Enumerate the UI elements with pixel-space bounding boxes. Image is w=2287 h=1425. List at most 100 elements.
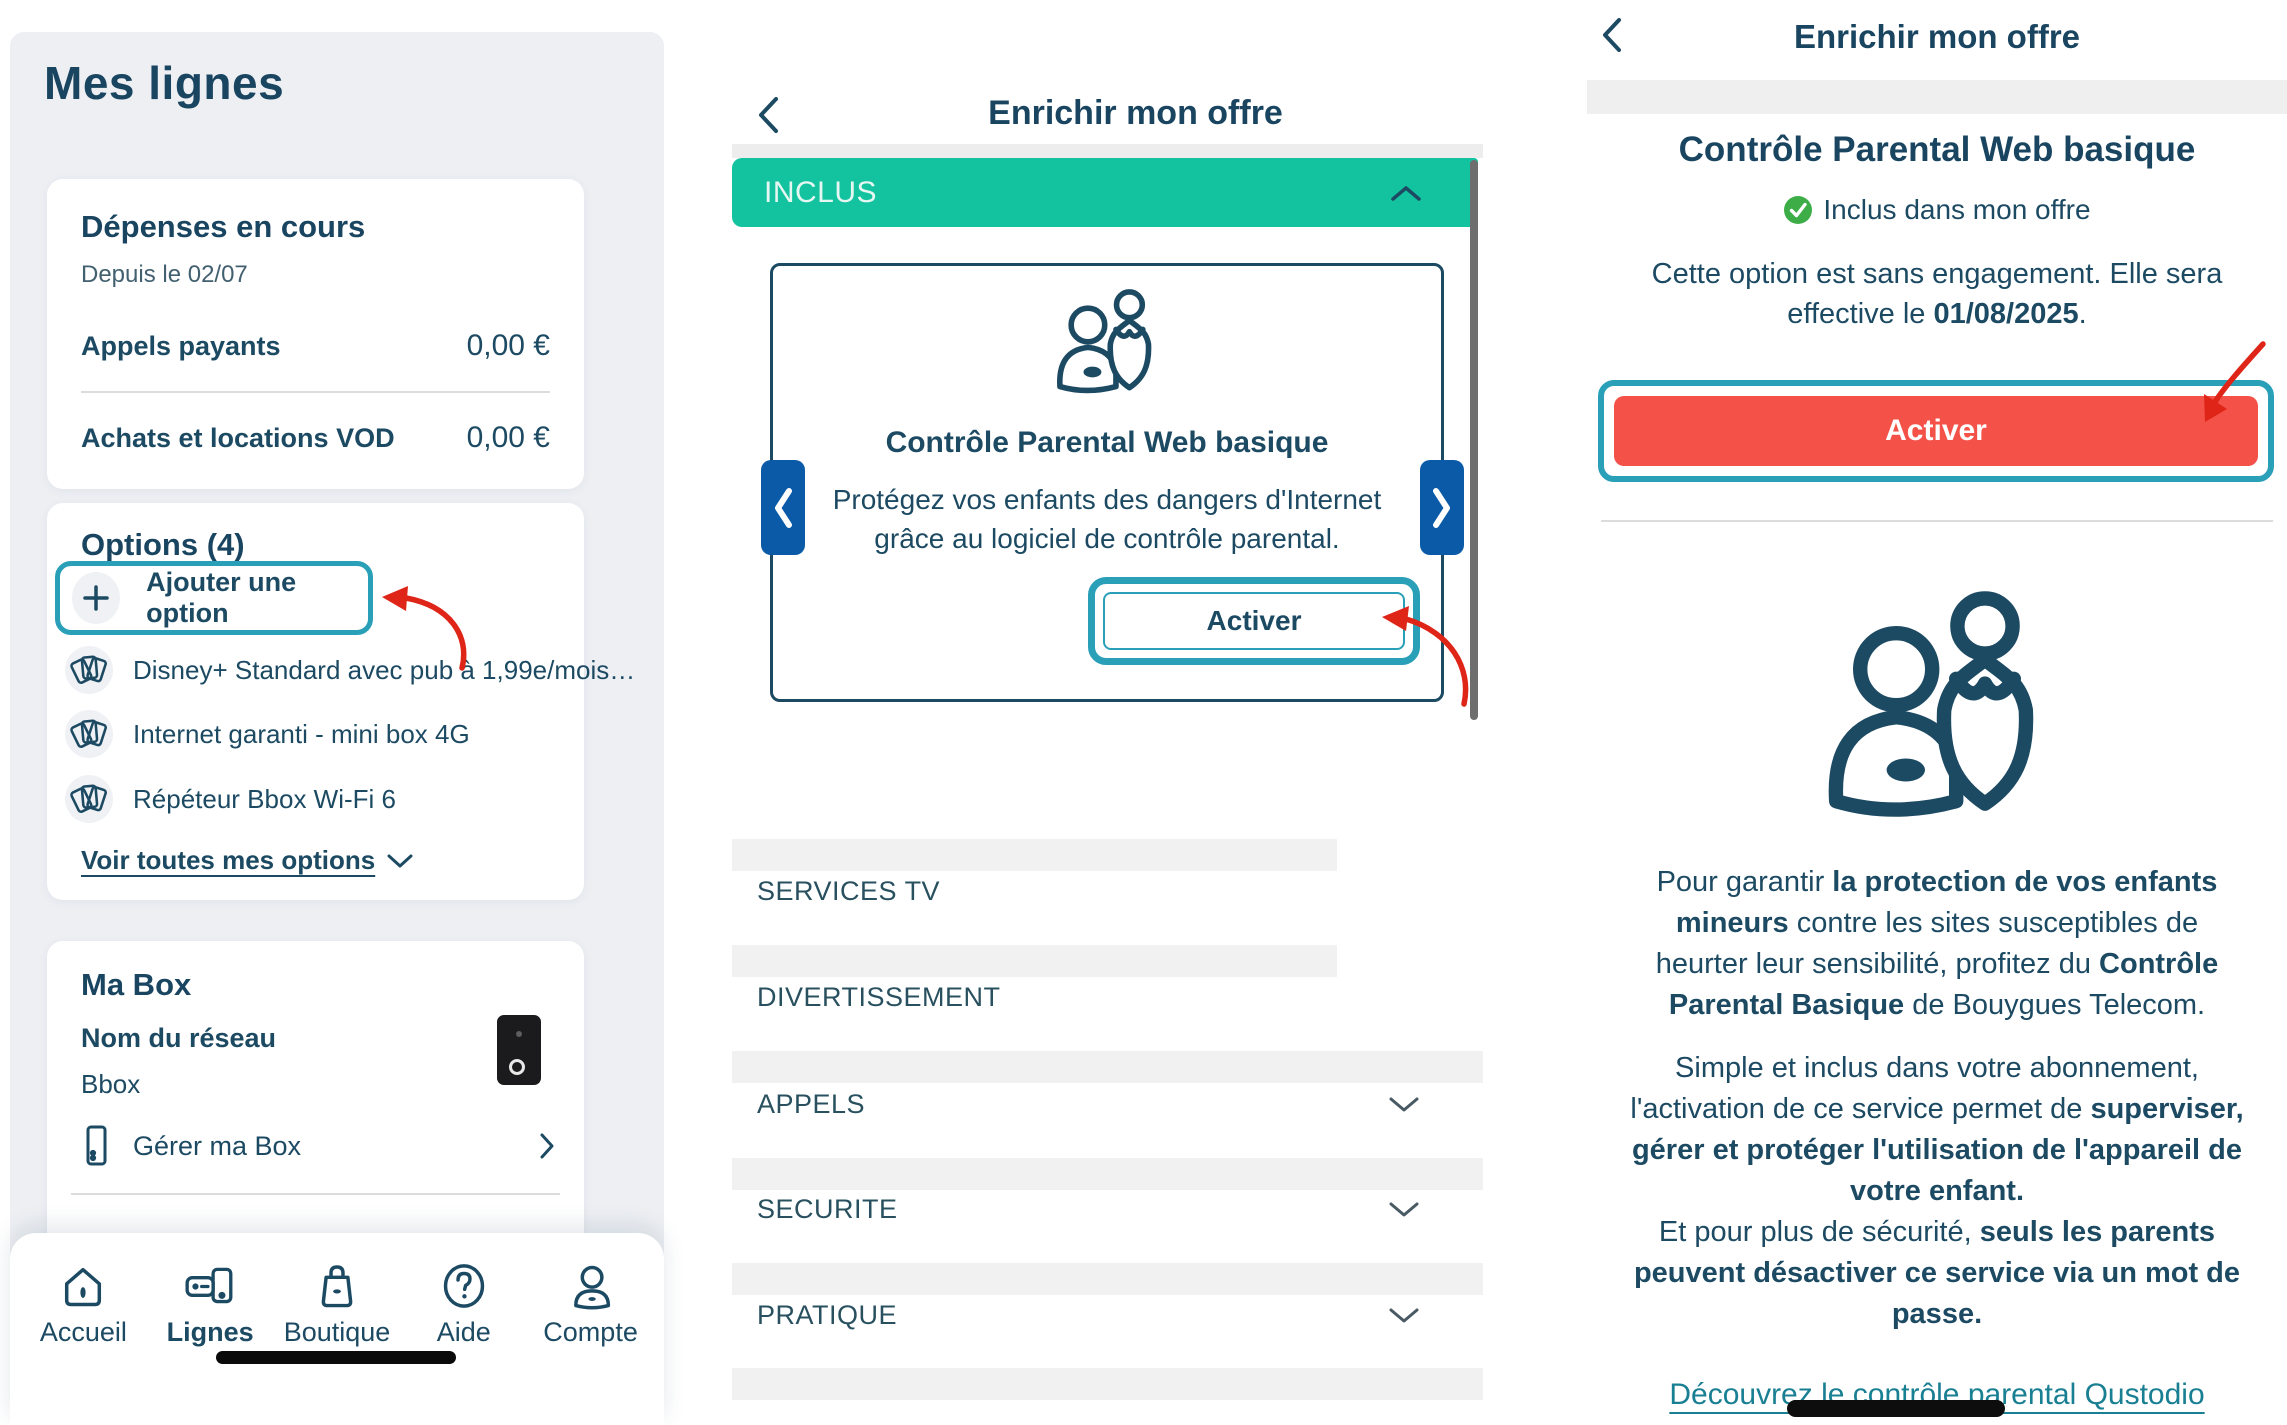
- placeholder-bar: [732, 1368, 1483, 1400]
- check-circle-icon: [1784, 196, 1813, 224]
- network-name: Bbox: [81, 1069, 141, 1099]
- home-icon: [65, 1267, 102, 1307]
- screen-title: Enrichir mon offre: [1793, 18, 2081, 55]
- back-button[interactable]: [754, 94, 782, 136]
- page-title: Mes lignes: [44, 57, 285, 109]
- scrollbar[interactable]: [1470, 160, 1478, 720]
- placeholder-bar: [732, 1051, 1483, 1083]
- enrich-offer-screen: Enrichir mon offre INCLUS Contrôle Paren…: [732, 0, 1483, 1425]
- chevron-down-icon[interactable]: [1388, 1201, 1420, 1219]
- carousel-prev-button[interactable]: [761, 460, 805, 555]
- see-all-options-label: Voir toutes mes options: [81, 845, 376, 875]
- redaction-bar-annotation: [1787, 1400, 2005, 1417]
- offer-description: Protégez vos enfants des dangers d'Inter…: [832, 484, 1382, 554]
- expense-label: Achats et locations VOD: [81, 422, 395, 453]
- nav-item-compte[interactable]: Compte: [532, 1261, 650, 1425]
- included-badge-label: Inclus dans mon offre: [1823, 194, 2091, 225]
- placeholder-bar: [732, 839, 1337, 871]
- box-card-title: Ma Box: [81, 967, 192, 1002]
- expenses-card-title: Dépenses en cours: [81, 209, 366, 244]
- info-paragraph: Simple et inclus dans votre abonnement, …: [1630, 1052, 2244, 1207]
- add-option-button[interactable]: Ajouter une option: [55, 561, 373, 635]
- cta-highlight-annotation: Activer: [1598, 380, 2274, 482]
- red-arrow-annotation: [2204, 341, 2266, 422]
- placeholder-bar: [732, 1158, 1483, 1190]
- bottom-navigation: Accueil Lignes Boutique Aide Compte: [10, 1233, 664, 1425]
- section-pratique[interactable]: PRATIQUE: [757, 1300, 898, 1330]
- offer-title: Contrôle Parental Web basique: [885, 426, 1329, 459]
- add-option-label: Ajouter une option: [146, 567, 297, 628]
- section-appels[interactable]: APPELS: [757, 1089, 866, 1119]
- back-button[interactable]: [1599, 16, 1625, 54]
- expenses-since-date: Depuis le 02/07: [81, 261, 248, 288]
- chevron-left-icon: [759, 97, 778, 133]
- chevron-right-icon: [1433, 487, 1450, 528]
- plus-icon: [72, 572, 121, 624]
- chevron-up-icon: [1390, 184, 1422, 202]
- shop-icon: [321, 1265, 353, 1308]
- nav-item-lignes[interactable]: Lignes: [151, 1261, 269, 1425]
- chevron-right-icon: [538, 1131, 556, 1161]
- screen-title: Enrichir mon offre: [988, 94, 1283, 132]
- placeholder-bar: [732, 945, 1337, 977]
- engagement-text: Cette option est sans engagement. Elle s…: [1651, 258, 2223, 330]
- red-arrow-annotation: [1382, 606, 1469, 707]
- nav-item-aide[interactable]: Aide: [405, 1261, 523, 1425]
- included-header-label: INCLUS: [764, 175, 878, 209]
- placeholder-bar: [732, 144, 1483, 158]
- option-item[interactable]: Disney+ Standard avec pub à 1,99e/mois…: [65, 645, 635, 695]
- chevron-down-icon[interactable]: [1388, 1307, 1420, 1325]
- nav-label: Boutique: [283, 1317, 391, 1347]
- my-lines-screen: Mes lignes Dépenses en cours Depuis le 0…: [10, 32, 664, 1425]
- options-card-title: Options (4): [81, 527, 245, 562]
- home-indicator-bar: [216, 1351, 456, 1364]
- nav-label: Compte: [543, 1317, 638, 1347]
- cta-highlight-annotation: Activer: [1088, 577, 1420, 665]
- options-card: Options (4) Ajouter une option Disney+ S…: [47, 503, 635, 900]
- family-icon: [1828, 591, 2034, 817]
- nav-item-boutique[interactable]: Boutique: [278, 1261, 396, 1425]
- divider: [71, 1193, 560, 1195]
- placeholder-bar: [1587, 80, 2287, 114]
- option-cards-icon: [65, 646, 113, 694]
- parental-control-card: Contrôle Parental Web basique Protégez v…: [770, 263, 1444, 702]
- chevron-down-icon[interactable]: [1388, 1096, 1420, 1114]
- account-icon: [573, 1265, 610, 1310]
- option-cards-icon: [65, 775, 113, 823]
- divider: [1601, 520, 2273, 522]
- placeholder-bar: [732, 1263, 1483, 1295]
- manage-box-row[interactable]: Gérer ma Box: [47, 1121, 584, 1173]
- expense-value: 0,00 €: [466, 329, 550, 362]
- info-paragraph: Et pour plus de sécurité, seuls les pare…: [1633, 1216, 2241, 1330]
- section-securite[interactable]: SECURITE: [757, 1194, 898, 1224]
- included-accordion-header[interactable]: INCLUS: [732, 158, 1478, 227]
- nav-item-accueil[interactable]: Accueil: [24, 1261, 142, 1425]
- expenses-card: Dépenses en cours Depuis le 02/07 Appels…: [47, 179, 584, 489]
- option-item[interactable]: Répéteur Bbox Wi-Fi 6: [65, 774, 396, 824]
- activate-button[interactable]: Activer: [1614, 396, 2258, 466]
- nav-label: Lignes: [166, 1317, 254, 1347]
- family-icon: [1057, 289, 1152, 394]
- help-icon: [443, 1264, 484, 1308]
- included-badge: Inclus dans mon offre: [1587, 194, 2287, 226]
- expense-label: Appels payants: [81, 330, 281, 361]
- activate-button[interactable]: Activer: [1103, 592, 1405, 650]
- red-arrow-annotation: [382, 586, 467, 671]
- option-cards-icon: [65, 710, 113, 758]
- section-divertissement[interactable]: DIVERTISSEMENT: [757, 982, 1001, 1012]
- carousel-next-button[interactable]: [1420, 460, 1464, 555]
- expense-row: Achats et locations VOD 0,00 €: [81, 421, 550, 455]
- option-item[interactable]: Internet garanti - mini box 4G: [65, 709, 470, 759]
- nav-label: Aide: [436, 1317, 491, 1347]
- expense-value: 0,00 €: [466, 421, 550, 454]
- option-item-label: Répéteur Bbox Wi-Fi 6: [133, 783, 396, 814]
- divider: [81, 391, 550, 393]
- section-services-tv[interactable]: SERVICES TV: [757, 876, 941, 906]
- chevron-left-icon: [1603, 18, 1621, 52]
- nav-label: Accueil: [39, 1317, 127, 1347]
- network-label: Nom du réseau: [81, 1023, 277, 1053]
- chevron-down-icon: [387, 854, 413, 867]
- see-all-options-link[interactable]: Voir toutes mes options: [81, 845, 413, 876]
- bbox-router-image: [497, 1015, 541, 1085]
